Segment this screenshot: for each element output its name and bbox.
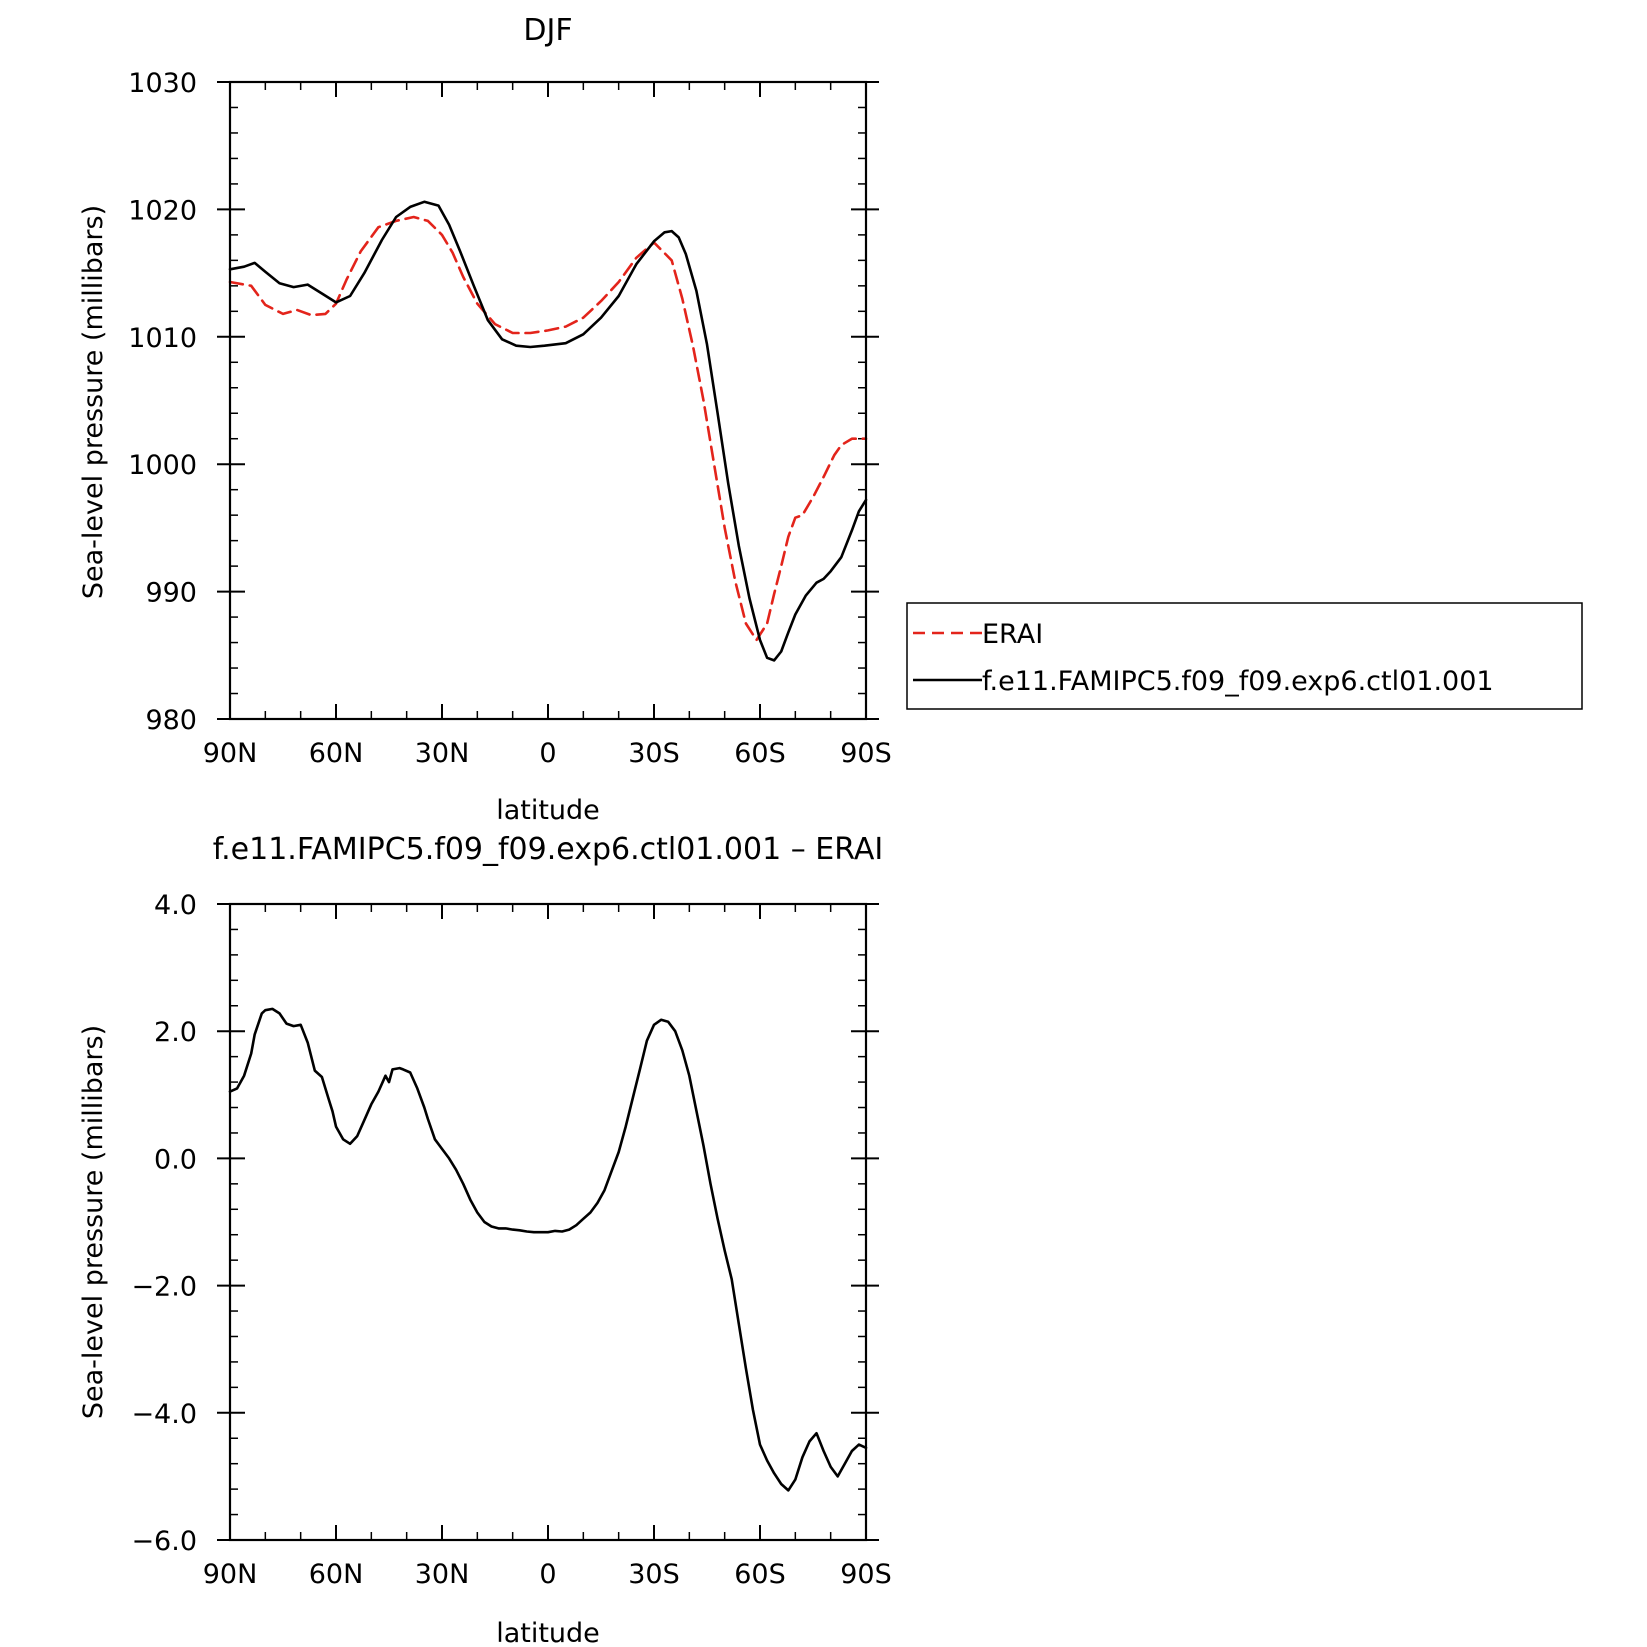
- x-tick-label: 60S: [734, 738, 786, 769]
- x-tick-label: 90N: [203, 738, 258, 769]
- y-tick-label: 1000: [128, 450, 197, 481]
- x-tick-label: 60S: [734, 1559, 786, 1590]
- axes-ticks: [217, 81, 879, 720]
- x-tick-label: 30N: [415, 1559, 470, 1590]
- difference-chart: f.e11.FAMIPC5.f09_f09.exp6.ctl01.001 – E…: [78, 832, 892, 1647]
- series-line-0: [228, 1007, 868, 1492]
- y-tick-label: 0.0: [154, 1144, 197, 1175]
- plot-frame: [228, 80, 868, 721]
- x-tick-label: 90S: [840, 1559, 892, 1590]
- plot-frame: [228, 902, 868, 1542]
- legend-label-erai: ERAI: [982, 619, 1043, 650]
- x-tick-label: 30S: [628, 1559, 680, 1590]
- x-tick-label: 30N: [415, 738, 470, 769]
- x-tick-label: 30S: [628, 738, 680, 769]
- y-tick-label: 1010: [128, 323, 197, 354]
- chart-title: DJF: [523, 13, 572, 48]
- x-axis-label: latitude: [496, 795, 600, 826]
- legend-label-model: f.e11.FAMIPC5.f09_f09.exp6.ctl01.001: [982, 666, 1494, 697]
- y-axis-label: Sea-level pressure (millibars): [78, 205, 109, 599]
- legend-box: [906, 602, 1583, 710]
- axes-ticks: [217, 903, 879, 1541]
- y-axis-label: Sea-level pressure (millibars): [78, 1025, 109, 1419]
- y-tick-label: 2.0: [154, 1017, 197, 1048]
- x-tick-label: 0: [539, 738, 556, 769]
- tick-labels: 90N 60N 30N 0 30S 60S 90S −6.0 −4.0 −2.0 0.0 2.0 4.0: [131, 890, 891, 1590]
- series-line-1: [228, 200, 868, 662]
- y-tick-label: −4.0: [131, 1399, 197, 1430]
- x-tick-label: 0: [539, 1559, 556, 1590]
- x-tick-label: 60N: [309, 1559, 364, 1590]
- y-tick-label: 980: [145, 705, 197, 736]
- legend: ERAI f.e11.FAMIPC5.f09_f09.exp6.ctl01.00…: [906, 602, 1583, 710]
- y-tick-label: 990: [145, 578, 197, 609]
- y-tick-label: 1030: [128, 68, 197, 99]
- y-tick-label: 4.0: [154, 890, 197, 921]
- sea-level-pressure-chart: DJF 90N 60N 30N 0 30S 60S 90S 980 990 1000 1010 102…: [78, 13, 1583, 826]
- x-tick-label: 60N: [309, 738, 364, 769]
- series-line-0: [228, 215, 868, 642]
- y-tick-label: −2.0: [131, 1272, 197, 1303]
- x-tick-label: 90N: [203, 1559, 258, 1590]
- x-axis-label: latitude: [496, 1618, 600, 1647]
- chart-title: f.e11.FAMIPC5.f09_f09.exp6.ctl01.001 – E…: [213, 832, 883, 867]
- y-tick-label: −6.0: [131, 1526, 197, 1557]
- x-tick-label: 90S: [840, 738, 892, 769]
- tick-labels: 90N 60N 30N 0 30S 60S 90S 980 990 1000 1010 1020 103…: [128, 68, 891, 769]
- series-lines: [228, 1007, 868, 1492]
- series-lines: [228, 200, 868, 662]
- y-tick-label: 1020: [128, 195, 197, 226]
